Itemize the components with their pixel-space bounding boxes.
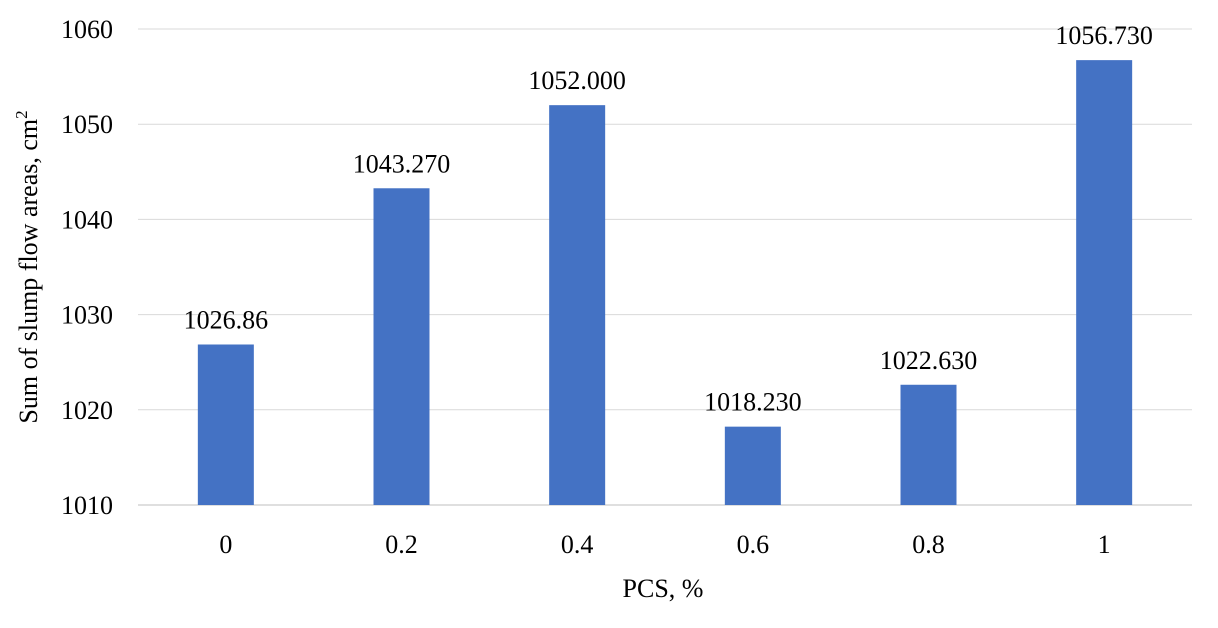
x-tick-label: 0.6 [737, 530, 770, 559]
y-tick-label: 1020 [61, 396, 113, 425]
x-axis-title: PCS, % [623, 574, 704, 603]
x-tick-label: 1 [1098, 530, 1111, 559]
data-label: 1043.270 [353, 149, 451, 178]
x-tick-label: 0.8 [912, 530, 945, 559]
data-label: 1026.86 [184, 305, 269, 334]
x-tick-label: 0.4 [561, 530, 594, 559]
y-axis-ticks: 1010 1020 1030 1040 1050 1060 [61, 15, 113, 520]
x-axis-title-text: PCS, % [623, 574, 704, 603]
y-tick-label: 1050 [61, 110, 113, 139]
y-tick-label: 1010 [61, 491, 113, 520]
x-tick-label: 0.2 [385, 530, 418, 559]
y-axis-title-superscript: 2 [12, 110, 31, 119]
data-label: 1052.000 [528, 66, 626, 95]
data-label: 1018.230 [704, 388, 802, 417]
gridlines [138, 28, 1192, 506]
y-tick-label: 1040 [61, 205, 113, 234]
data-label: 1056.730 [1055, 21, 1153, 50]
bar [900, 384, 957, 505]
y-tick-label: 1030 [61, 301, 113, 330]
x-tick-label: 0 [219, 530, 232, 559]
bar [373, 188, 430, 506]
bar [1076, 60, 1133, 505]
data-labels: 1026.86 1043.270 1052.000 1018.230 1022.630 1… [184, 21, 1153, 417]
bar [549, 105, 606, 505]
data-label: 1022.630 [880, 346, 978, 375]
y-axis-title: Sum of slump flow areas, cm2 [12, 110, 43, 423]
bar [197, 344, 254, 505]
y-tick-label: 1060 [61, 15, 113, 44]
x-axis-ticks: 0 0.2 0.4 0.6 0.8 1 [219, 530, 1110, 559]
y-axis-title-text: Sum of slump flow areas, cm [14, 119, 43, 424]
bars [197, 60, 1133, 506]
bar [724, 426, 781, 505]
